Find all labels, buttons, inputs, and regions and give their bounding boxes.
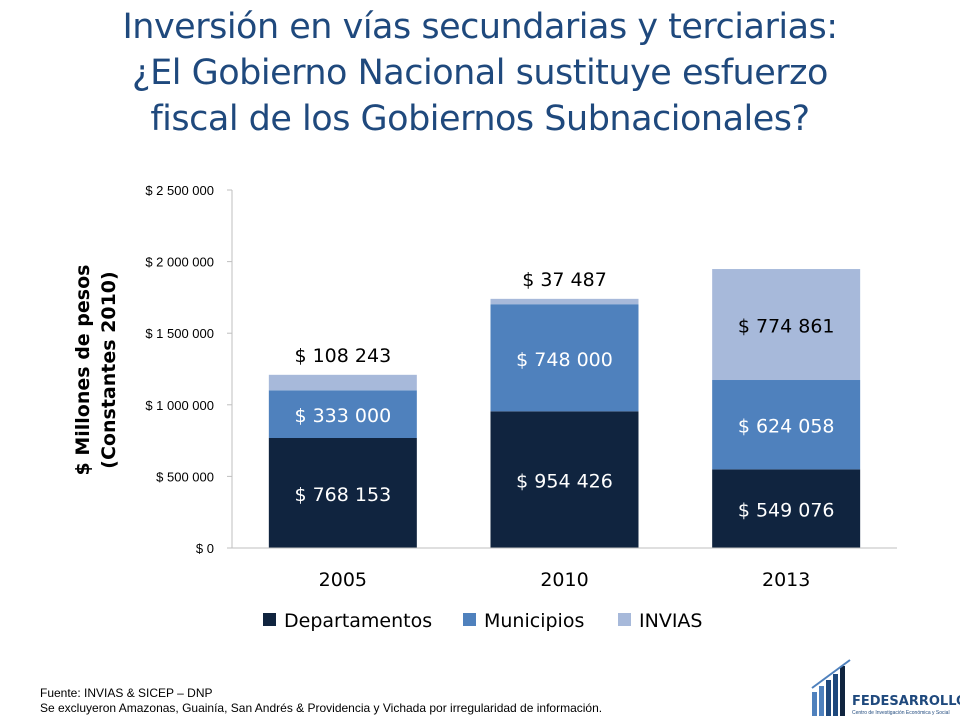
legend-swatch-invias: [618, 613, 631, 626]
legend-swatch-municipios: [463, 613, 476, 626]
title-line-3: fiscal de los Gobiernos Subnacionales?: [150, 99, 810, 139]
legend-label-invias: INVIAS: [639, 610, 702, 632]
legend: Departamentos Municipios INVIAS: [263, 610, 702, 632]
title-line-1: Inversión en vías secundarias y terciari…: [122, 7, 838, 47]
bar-municipios-2005: [268, 390, 417, 439]
y-axis: $ 0 $ 500 000 $ 1 000 000 $ 1 500 000 $ 2 00…: [145, 183, 233, 556]
data-label: $ 954 426: [516, 471, 613, 493]
legend-label-municipios: Municipios: [484, 610, 584, 632]
data-label: $ 774 861: [738, 316, 835, 338]
y-tick-label: $ 2 500 000: [145, 183, 214, 198]
data-label: $ 768 153: [294, 484, 391, 506]
data-label: $ 624 058: [738, 416, 835, 438]
y-axis-label-line-2: (Constantes 2010): [98, 271, 120, 468]
title-line-2: ¿El Gobierno Nacional sustituye esfuerzo: [132, 53, 828, 93]
stacked-bar-chart: $ 0 $ 500 000 $ 1 000 000 $ 1 500 000 $ 2 00…: [72, 183, 897, 632]
x-tick-label: 2013: [762, 569, 810, 591]
logo-bars-icon: [811, 659, 851, 716]
bar-invias-2010: [490, 298, 639, 305]
y-tick-label: $ 2 000 000: [145, 255, 214, 270]
logo-name: FEDESARROLLO: [852, 694, 960, 709]
bar-departamentos-2010: [490, 411, 639, 548]
bar-municipios-2010: [490, 304, 639, 412]
footer-note: Se excluyeron Amazonas, Guainía, San And…: [40, 701, 603, 715]
data-label: $ 748 000: [516, 349, 613, 371]
y-tick-label: $ 1 000 000: [145, 398, 214, 413]
footer: Fuente: INVIAS & SICEP – DNP Se excluyer…: [40, 686, 602, 716]
page-title: Inversión en vías secundarias y terciari…: [0, 4, 960, 142]
bar-departamentos-2005: [268, 438, 417, 548]
logo-subtitle: Centro de Investigación Económica y Soci…: [852, 710, 950, 716]
data-label: $ 549 076: [738, 500, 835, 522]
y-tick-label: $ 500 000: [156, 469, 214, 484]
y-tick-label: $ 0: [196, 541, 214, 556]
fedesarrollo-logo: FEDESARROLLO Centro de Investigación Eco…: [810, 658, 960, 720]
bar-municipios-2013: [712, 380, 861, 470]
bar-departamentos-2013: [712, 469, 861, 548]
legend-label-departamentos: Departamentos: [284, 610, 432, 632]
data-label: $ 108 243: [294, 345, 391, 367]
x-tick-label: 2005: [319, 569, 367, 591]
data-label: $ 333 000: [294, 405, 391, 427]
bar-invias-2013: [712, 269, 861, 381]
bar-invias-2005: [268, 374, 417, 391]
y-axis-label-line-1: $ Millones de pesos: [72, 265, 94, 476]
x-tick-label: 2010: [540, 569, 588, 591]
y-tick-label: $ 1 500 000: [145, 326, 214, 341]
bars: $ 768 153 $ 333 000 $ 108 243 $ 954 426 $ 74…: [268, 269, 861, 548]
footer-source: Fuente: INVIAS & SICEP – DNP: [40, 686, 213, 700]
data-label: $ 37 487: [522, 269, 607, 291]
x-axis: 2005 2010 2013: [232, 547, 897, 591]
legend-swatch-departamentos: [263, 613, 276, 626]
